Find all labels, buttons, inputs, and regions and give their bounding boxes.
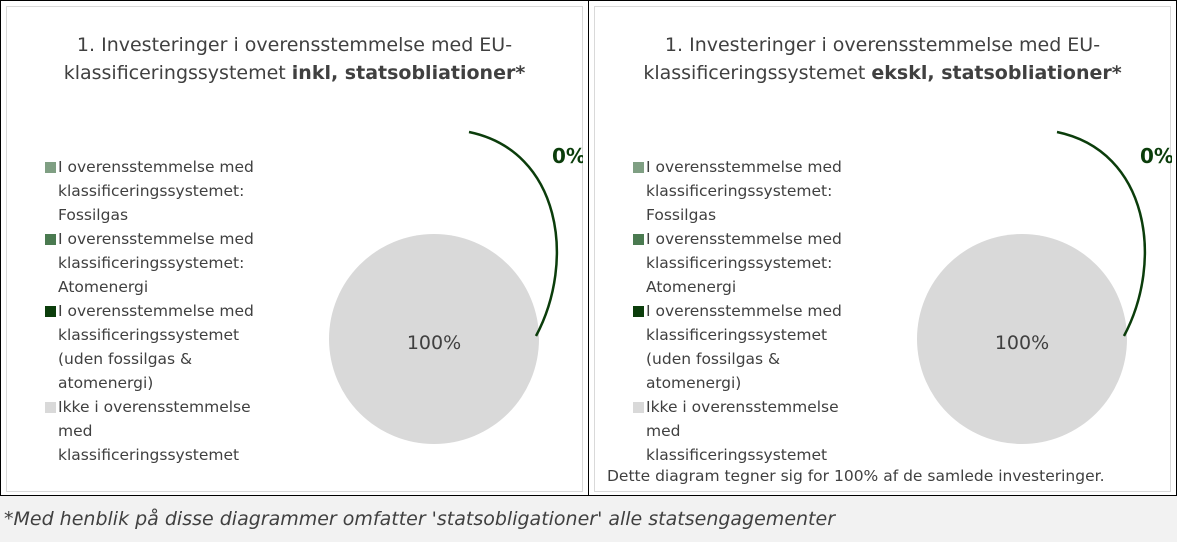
chart-title: 1. Investeringer i overensstemmelse med … bbox=[47, 31, 542, 87]
footnote: *Med henblik på disse diagrammer omfatte… bbox=[0, 495, 1177, 542]
data-label: 0% bbox=[1140, 144, 1172, 168]
legend-label: I overensstemmelse med klassificeringssy… bbox=[58, 230, 254, 296]
title-text: 1. Investeringer i overensstemmelse med … bbox=[643, 34, 1101, 84]
chart: 0% 100% bbox=[329, 130, 583, 444]
chart-panel: 0% 100% 1. Investeringer i overensstemmels… bbox=[594, 6, 1172, 492]
legend: I overensstemmelse med klassificeringssy… bbox=[633, 155, 861, 467]
legend-label: I overensstemmelse med klassificeringssy… bbox=[646, 230, 842, 296]
legend-label: Ikke i overensstemmelse med klassificeri… bbox=[646, 398, 839, 464]
title-bold: ekskl, statsobliationer* bbox=[871, 62, 1122, 84]
legend-swatch bbox=[633, 234, 644, 245]
chart-cell: 0% 100% 1. Investeringer i overensstemmels… bbox=[0, 0, 588, 495]
legend-swatch bbox=[45, 402, 56, 413]
legend-item: I overensstemmelse med klassificeringssy… bbox=[45, 299, 273, 395]
legend-swatch bbox=[45, 306, 56, 317]
data-label: 0% bbox=[552, 144, 583, 168]
legend-item: I overensstemmelse med klassificeringssy… bbox=[633, 155, 861, 227]
data-label: 100% bbox=[995, 332, 1049, 354]
legend-swatch bbox=[633, 306, 644, 317]
chart-title: 1. Investeringer i overensstemmelse med … bbox=[635, 31, 1130, 87]
legend-swatch bbox=[633, 402, 644, 413]
note: Dette diagram tegner sig for 100% af de … bbox=[607, 467, 1105, 485]
pie-slice bbox=[329, 234, 539, 444]
title-bold: inkl, statsobliationer* bbox=[291, 62, 526, 84]
pie-slice bbox=[917, 234, 1127, 444]
legend-swatch bbox=[45, 162, 56, 173]
legend-item: Ikke i overensstemmelse med klassificeri… bbox=[633, 395, 861, 467]
leader-line bbox=[468, 130, 559, 337]
legend-item: I overensstemmelse med klassificeringssy… bbox=[45, 227, 273, 299]
legend-label: Ikke i overensstemmelse med klassificeri… bbox=[58, 398, 251, 464]
chart-panel: 0% 100% 1. Investeringer i overensstemmels… bbox=[6, 6, 583, 492]
legend-item: I overensstemmelse med klassificeringssy… bbox=[45, 155, 273, 227]
legend-item: I overensstemmelse med klassificeringssy… bbox=[633, 299, 861, 395]
chart: 0% 100% bbox=[917, 130, 1172, 444]
legend-swatch bbox=[633, 162, 644, 173]
legend-item: Ikke i overensstemmelse med klassificeri… bbox=[45, 395, 273, 467]
legend-swatch bbox=[45, 234, 56, 245]
legend-item: I overensstemmelse med klassificeringssy… bbox=[633, 227, 861, 299]
data-label: 100% bbox=[407, 332, 461, 354]
legend: I overensstemmelse med klassificeringssy… bbox=[45, 155, 273, 467]
chart-cell: 0% 100% 1. Investeringer i overensstemmels… bbox=[588, 0, 1177, 495]
legend-label: I overensstemmelse med klassificeringssy… bbox=[58, 158, 254, 224]
legend-label: I overensstemmelse med klassificeringssy… bbox=[646, 158, 842, 224]
legend-label: I overensstemmelse med klassificeringssy… bbox=[646, 302, 842, 392]
legend-label: I overensstemmelse med klassificeringssy… bbox=[58, 302, 254, 392]
leader-line bbox=[1056, 130, 1147, 337]
title-text: 1. Investeringer i overensstemmelse med … bbox=[63, 34, 513, 84]
